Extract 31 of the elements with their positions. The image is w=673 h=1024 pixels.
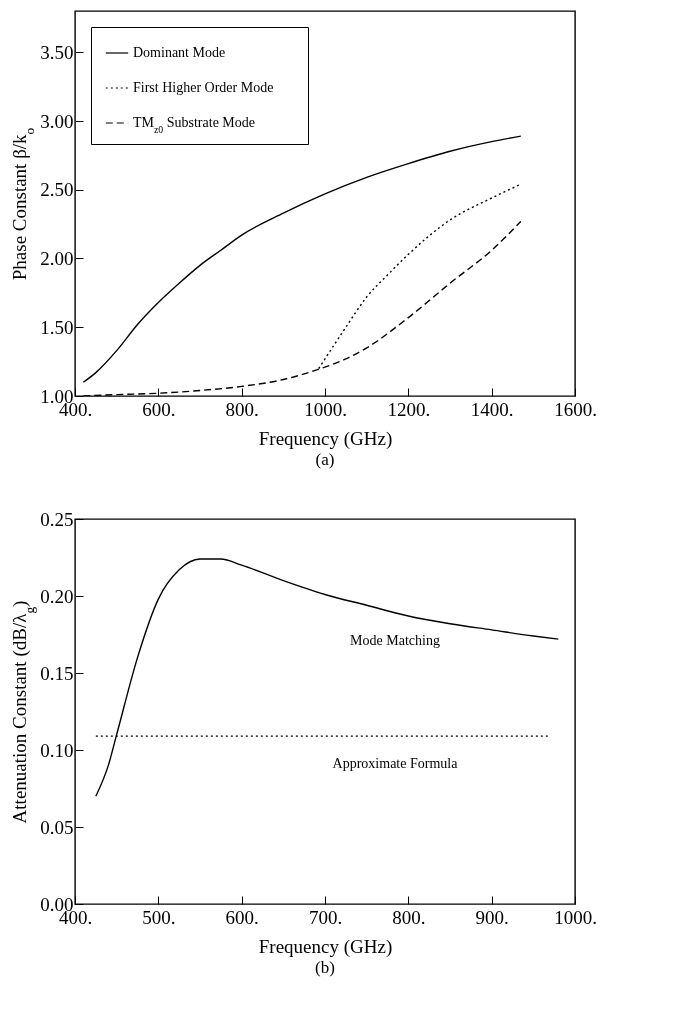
y-tick-label: 3.50 bbox=[40, 41, 74, 63]
y-tick-label: 0.15 bbox=[40, 662, 74, 684]
y-tick-label: 0.05 bbox=[40, 816, 74, 838]
legend-label: TM$_{z0}$ Substrate Mode bbox=[133, 115, 256, 135]
x-tick-label: 600. bbox=[225, 906, 259, 928]
legend-label: First Higher Order Mode bbox=[133, 80, 274, 95]
y-tick-label: 0.20 bbox=[40, 585, 74, 607]
x-tick-label: 1000. bbox=[304, 398, 347, 420]
x-tick-label: 1000. bbox=[554, 906, 597, 928]
x-axis-title: Frequency (GHz) bbox=[258, 935, 393, 958]
x-tick-label: 600. bbox=[142, 398, 176, 420]
y-tick-label: 3.00 bbox=[40, 110, 74, 132]
y-tick-label: 0.10 bbox=[40, 739, 74, 761]
x-tick-label: 800. bbox=[392, 906, 426, 928]
x-tick-label: 800. bbox=[225, 398, 259, 420]
x-axis-title: Frequency (GHz) bbox=[258, 427, 393, 450]
y-tick-label: 0.25 bbox=[40, 508, 74, 530]
x-tick-label: 1200. bbox=[387, 398, 431, 420]
y-tick-label: 2.50 bbox=[40, 179, 74, 201]
x-tick-label: 1400. bbox=[470, 398, 514, 420]
text: (b) bbox=[315, 958, 335, 977]
x-tick-label: 700. bbox=[308, 906, 343, 928]
series-label: Approximate Formula bbox=[332, 756, 459, 772]
x-tick-label: 1600. bbox=[554, 398, 597, 420]
x-tick-label: 500. bbox=[142, 906, 176, 928]
text: (a) bbox=[315, 450, 335, 469]
series-label: Mode Matching bbox=[350, 632, 440, 648]
y-tick-label: 2.00 bbox=[40, 248, 74, 269]
y-tick-label: 1.50 bbox=[40, 316, 74, 338]
x-tick-label: 900. bbox=[475, 906, 509, 928]
legend-label: Dominant Mode bbox=[133, 45, 226, 60]
